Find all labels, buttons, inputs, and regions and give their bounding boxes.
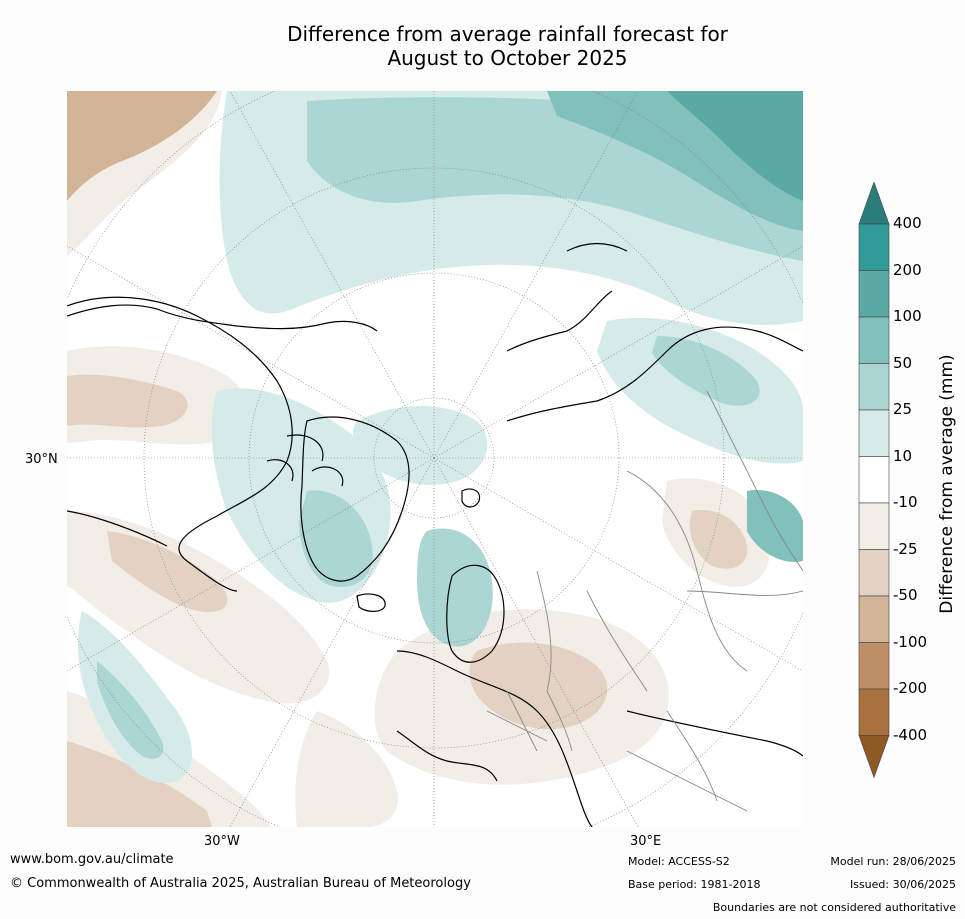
dry-region-north-america-core <box>67 374 188 428</box>
colorbar-tick-label: -50 <box>893 586 918 604</box>
meridian-150e <box>433 91 639 459</box>
wet-region-east-pacific-core <box>97 661 164 759</box>
coastline-asia-south <box>626 710 803 757</box>
coastline-russia-north <box>506 326 803 422</box>
dry-region-atlantic <box>295 711 398 827</box>
colorbar-band-b50_100 <box>858 316 890 364</box>
title-line-1: Difference from average rainfall forecas… <box>287 22 728 46</box>
colorbar-bands <box>858 182 890 779</box>
colorbar-tick-label: 200 <box>893 260 922 279</box>
wet-region-siberia-core <box>652 336 760 406</box>
rainfall-anomaly-map <box>67 91 803 827</box>
coastline-alaska <box>67 304 378 332</box>
dry-anomaly-regions <box>67 91 770 827</box>
meridian-150w <box>229 91 435 459</box>
colorbar-tick-label: -200 <box>893 679 928 697</box>
colorbar <box>858 182 890 779</box>
border-europe <box>486 690 573 752</box>
footer-copyright: © Commonwealth of Australia 2025, Austra… <box>10 876 471 891</box>
longitude-label-30w: 30°W <box>204 834 240 849</box>
coastline-canadian-archipelago <box>266 434 344 487</box>
coastline-scandinavia <box>446 564 505 663</box>
map-title: Difference from average rainfall forecas… <box>60 22 955 70</box>
colorbar-band-b200_400 <box>858 223 890 271</box>
colorbar-band-bm50_m25 <box>858 549 890 597</box>
colorbar-tick-label: 100 <box>893 307 922 325</box>
dry-region-northwest-core <box>67 91 217 201</box>
wet-region-polar <box>353 406 488 485</box>
map-canvas <box>67 91 803 827</box>
dry-region-central-asia-core <box>689 510 748 569</box>
meridian-30w <box>229 457 435 827</box>
latitude-label-30n: 30°N <box>25 452 58 467</box>
colorbar-tick-label: -100 <box>893 632 928 651</box>
latitude-circle-45n <box>143 167 725 749</box>
coastline-greenland <box>300 416 410 582</box>
colorbar-band-bm100_m50 <box>858 595 890 643</box>
coastline-europe <box>396 650 593 827</box>
wet-region-east-pacific <box>77 611 192 783</box>
dry-region-europe-core <box>469 642 608 730</box>
model-run-date: Model run: 28/06/2025 <box>830 855 956 868</box>
model-name: Model: ACCESS-S2 <box>628 855 730 868</box>
colorbar-title: Difference from average (mm) <box>937 354 957 614</box>
dry-region-pacific-core <box>107 531 228 612</box>
title-line-2: August to October 2025 <box>387 46 628 70</box>
footer-website: www.bom.gov.au/climate <box>10 852 174 867</box>
meridian-60e <box>433 457 803 672</box>
colorbar-band-bm400_m200 <box>858 688 890 736</box>
latitude-circle-60n <box>248 272 620 644</box>
meridian-30e <box>433 457 639 827</box>
coastline-north-america <box>67 296 293 592</box>
border-russia-west <box>536 570 648 692</box>
border-middle-east <box>626 710 748 812</box>
border-china <box>706 390 803 572</box>
colorbar-band-b100_200 <box>858 270 890 318</box>
colorbar-over-triangle <box>858 182 890 225</box>
coastline-svalbard <box>461 488 481 508</box>
national-boundaries <box>486 390 803 812</box>
wet-region-greenland-mid <box>299 490 373 587</box>
wet-region-arctic-pacific-core <box>667 91 803 201</box>
colorbar-band-b25_50 <box>858 363 890 411</box>
coastline-iceland <box>356 593 386 612</box>
border-central-asia <box>626 470 803 672</box>
boundary-disclaimer: Boundaries are not considered authoritat… <box>712 901 956 914</box>
coastline-siberia-east <box>506 242 628 352</box>
colorbar-tick-label: 400 <box>893 214 922 232</box>
wet-anomaly-regions <box>77 91 803 783</box>
colorbar-tick-label: -25 <box>893 539 918 558</box>
issued-date: Issued: 30/06/2025 <box>849 878 956 891</box>
colorbar-tick-label: 50 <box>893 353 913 372</box>
colorbar-tick-label: 10 <box>893 446 913 465</box>
base-period: Base period: 1981-2018 <box>628 878 761 891</box>
dry-region-southwest-core <box>67 741 212 827</box>
colorbar-tick-label: -400 <box>893 725 928 744</box>
colorbar-band-b_neutral <box>858 456 890 504</box>
longitude-label-30e: 30°E <box>630 834 662 849</box>
colorbar-tick-label: 25 <box>893 400 913 418</box>
wet-region-norway <box>417 528 493 647</box>
colorbar-tick-label: -10 <box>893 493 918 511</box>
coastlines <box>67 242 803 827</box>
colorbar-band-b10_25 <box>858 409 890 457</box>
meridian-120e <box>433 245 803 459</box>
colorbar-under-triangle <box>858 735 890 779</box>
colorbar-band-bm200_m100 <box>858 642 890 690</box>
colorbar-band-bm25_m10 <box>858 502 890 550</box>
graticule <box>67 91 803 827</box>
